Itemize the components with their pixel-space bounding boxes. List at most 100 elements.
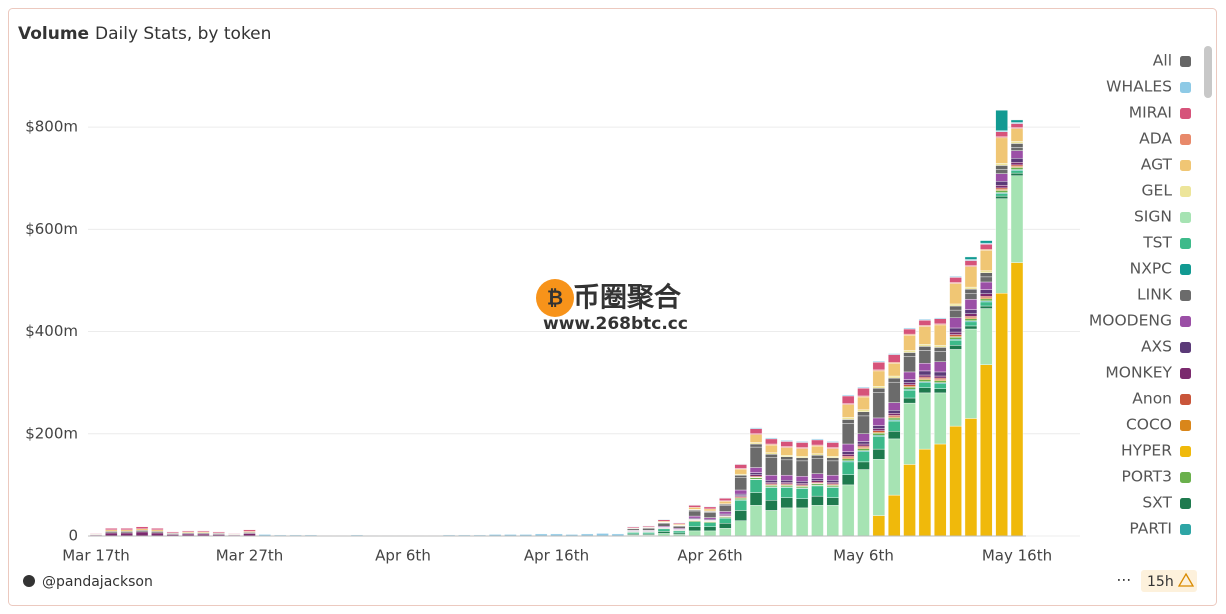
legend-label: AGT [1141,156,1173,174]
bar-segment [811,495,824,506]
legend-swatch [1180,368,1191,379]
bar-segment [995,185,1008,189]
legend-item[interactable]: HYPER [1121,442,1191,460]
legend-item[interactable]: COCO [1126,416,1191,434]
legend-item[interactable]: MOODENG [1089,312,1191,330]
bar-segment [888,353,901,355]
bar-segment [1010,164,1024,167]
bar-segment [857,451,870,463]
bar-segment [918,344,932,347]
bar-segment [949,276,962,278]
bar-segment [872,433,886,436]
bar-segment [995,181,1008,186]
bar-segment [765,474,778,481]
legend-item[interactable]: SIGN [1134,208,1191,226]
bar-segment [964,418,978,537]
bar-segment [995,163,1008,166]
bar-segment [903,350,916,353]
bar-segment [749,467,763,473]
bar-segment [795,476,809,482]
bar-segment [765,480,778,483]
warning-icon [1177,572,1195,587]
bar-segment [964,266,978,288]
watermark-name: 币圈聚合 [573,282,681,314]
bar-segment [688,507,701,510]
legend-item[interactable]: WHALES [1106,78,1191,96]
bar-segment [934,388,947,394]
author[interactable]: @pandajackson [42,574,153,590]
legend-item[interactable]: NXPC [1130,260,1191,278]
bar-segment [1010,170,1024,174]
bar-segment [995,173,1008,182]
legend-item[interactable]: LINK [1137,286,1191,304]
bar-segment [949,317,962,329]
bar-segment [657,518,671,520]
legend-label: GEL [1142,182,1173,200]
bar-segment [749,428,763,434]
legend-item[interactable]: All [1153,52,1191,70]
bar-segment [1010,128,1024,142]
legend-swatch [1180,186,1191,197]
legend-item[interactable]: MONKEY [1105,364,1191,382]
bar-segment [811,438,824,441]
bar-segment [872,430,886,433]
legend-label: COCO [1126,416,1172,434]
y-tick-label: $800m [25,118,78,136]
bar-segment [980,298,993,302]
bar-segment [841,423,855,445]
bar-segment [872,428,886,431]
bar-segment [980,250,993,271]
legend-swatch [1180,524,1191,535]
bar-segment [888,363,901,377]
chart-subtitle: Daily Stats, by token [95,24,271,44]
bar-segment [703,508,717,512]
bar-segment [795,507,809,537]
bar-segment [1010,175,1024,263]
bar-segment [657,519,671,522]
legend-item[interactable]: GEL [1142,182,1191,200]
legend-item[interactable]: TST [1142,234,1191,252]
legend-item[interactable]: MIRAI [1129,104,1191,122]
bar-segment [151,528,164,531]
legend-item[interactable]: PORT3 [1121,468,1191,486]
bar-segment [734,510,747,521]
legend-item[interactable]: SXT [1142,494,1191,512]
bar-segment [673,532,686,535]
bar-segment [872,459,886,516]
bar-segment [795,488,809,499]
legend-label: ADA [1139,130,1172,148]
bar-segment [811,478,824,481]
bar-segment [826,442,839,448]
bar-segment [795,441,809,443]
bar-segment [734,464,747,469]
bar-segment [688,510,701,517]
legend-label: NXPC [1130,260,1172,278]
bar-segment [964,325,978,330]
menu-button[interactable]: ⋯ [1117,571,1132,589]
bar-segment [934,443,947,537]
bar-segment [949,277,962,283]
bar-segment [780,497,793,509]
x-tick-label: Mar 27th [216,547,284,565]
legend-item[interactable]: ADA [1139,130,1191,148]
legend-label: MONKEY [1105,364,1172,382]
bar-segment [765,482,778,485]
legend-label: SIGN [1134,208,1172,226]
legend-swatch [1180,316,1191,327]
bar-segment [749,446,763,468]
bar-segment [964,260,978,266]
bar-segment [826,487,839,498]
bar-segment [795,483,809,486]
legend-item[interactable]: Anon [1132,390,1191,408]
legend-item[interactable]: PARTI [1129,520,1191,538]
bar-segment [105,531,118,534]
legend-item[interactable]: AXS [1141,338,1191,356]
plot-area: 0 $200m $400m $600m $800m Mar 17th Mar 27th Apr… [25,110,1080,565]
bar-segment [1010,147,1024,151]
legend-item[interactable]: AGT [1141,156,1191,174]
bar-segment [949,283,962,305]
bar-segment [135,530,149,533]
bar-segment [719,517,732,524]
legend-swatch [1180,420,1191,431]
scrollbar[interactable] [1204,46,1212,98]
